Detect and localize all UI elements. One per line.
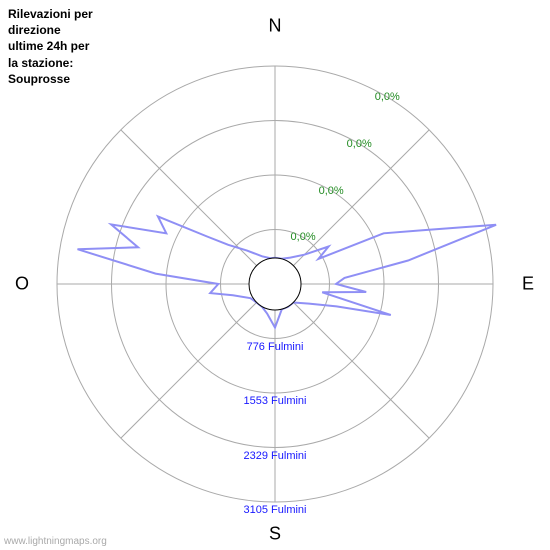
count-ring-label: 2329 Fulmini	[244, 450, 307, 462]
count-ring-label: 776 Fulmini	[247, 341, 304, 353]
compass-o: O	[15, 274, 29, 295]
polar-chart	[0, 0, 550, 550]
ratio-ring-label: 0,0%	[291, 231, 316, 243]
compass-n: N	[269, 16, 282, 37]
footer-credit: www.lightningmaps.org	[4, 536, 107, 547]
ratio-ring-label: 0,0%	[319, 185, 344, 197]
ratio-ring-label: 0,0%	[347, 138, 372, 150]
ratio-ring-label: 0,0%	[375, 91, 400, 103]
compass-s: S	[269, 524, 281, 545]
count-ring-label: 1553 Fulmini	[244, 395, 307, 407]
compass-e: E	[522, 274, 534, 295]
count-ring-label: 3105 Fulmini	[244, 504, 307, 516]
